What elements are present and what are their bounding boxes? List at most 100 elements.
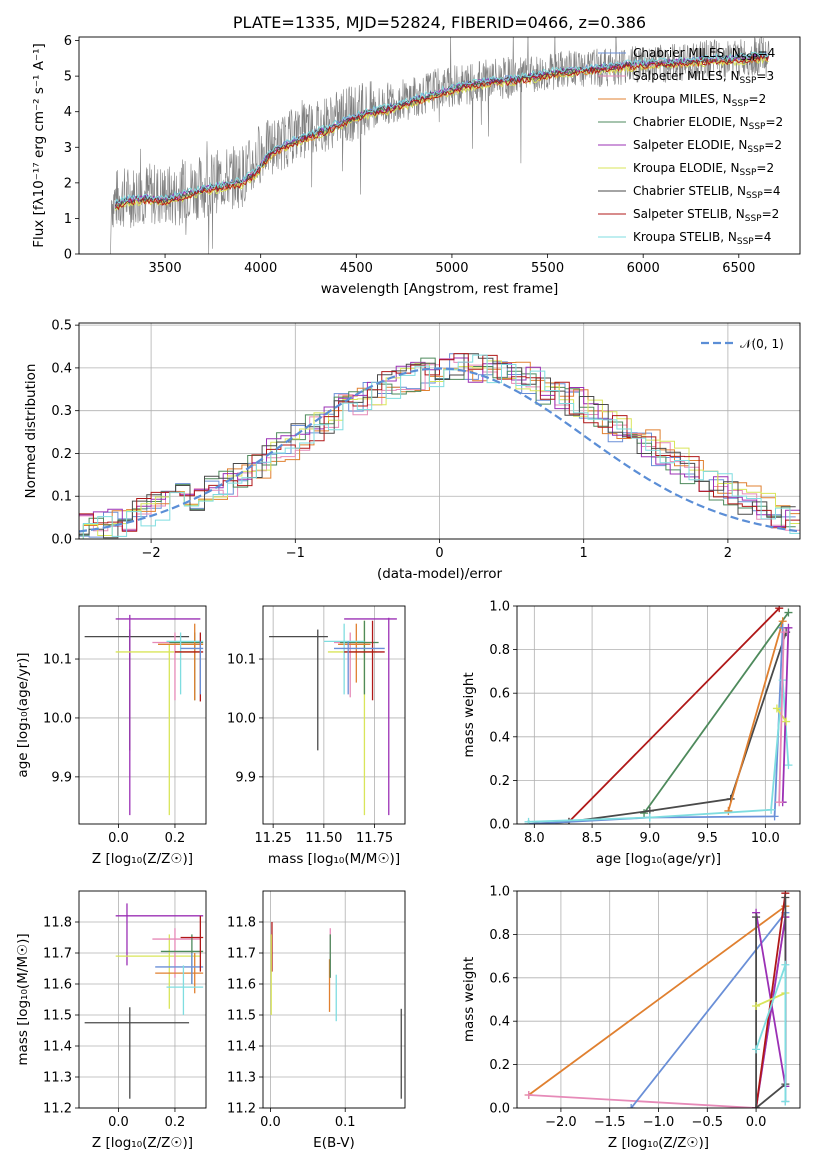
legend-entry: Salpeter ELODIE, NSSP=2 xyxy=(633,138,782,155)
x-axis-label: mass [log₁₀(M/M☉)] xyxy=(268,851,400,867)
x-tick-label: 0 xyxy=(435,546,443,561)
x-tick-label: −2 xyxy=(142,546,161,561)
x-tick-label: 9.0 xyxy=(639,831,660,846)
errorbar-chabrier-miles xyxy=(155,953,204,984)
y-tick-label: 0.0 xyxy=(489,818,510,833)
y-tick-label: 11.7 xyxy=(43,947,72,962)
axes-frame xyxy=(516,605,801,825)
y-tick-label: 0.6 xyxy=(489,687,510,702)
x-tick-label: 0.0 xyxy=(108,1115,129,1130)
weight-marker xyxy=(724,806,733,815)
grid-mass_vs_Z xyxy=(79,891,206,1109)
axes-frame xyxy=(516,890,801,1109)
legend-label: Chabrier ELODIE, N xyxy=(633,115,749,129)
legend-label: Salpeter STELIB, N xyxy=(633,207,745,221)
legend-nssp: =4 xyxy=(754,230,772,244)
legend-nssp: =2 xyxy=(764,138,782,152)
histogram-kroupa-stelib xyxy=(82,354,800,539)
x-tick-label: 0.0 xyxy=(108,831,129,846)
y-tick-label: 9.9 xyxy=(235,770,256,785)
weight-marker xyxy=(781,1097,790,1106)
x-tick-label: 1 xyxy=(580,546,588,561)
y-tick-label: 11.7 xyxy=(227,947,256,962)
ticks-residuals: −2 −1 0 1 2 0.0 0.1 0.2 0.3 0.4 0.5 xyxy=(51,319,732,561)
weight-line-salpeter-stelib xyxy=(568,607,780,823)
x-tick-label: 5500 xyxy=(531,261,564,276)
y-tick-label: 11.4 xyxy=(43,1040,72,1055)
errorbar-kroupa-stelib xyxy=(166,965,204,1015)
x-tick-label: 8.0 xyxy=(524,831,545,846)
y-tick-label: 1.0 xyxy=(489,600,510,615)
errorbar-chabrier-stelib xyxy=(84,629,190,751)
legend-subscript: SSP xyxy=(746,191,763,201)
x-tick-label: −1.0 xyxy=(643,1115,675,1130)
y-tick-label: 1 xyxy=(64,212,72,227)
y-axis-label: Normed distribution xyxy=(23,364,39,499)
errorbar-chabrier-elodie xyxy=(160,934,204,984)
plot-area-residuals xyxy=(79,353,800,539)
x-tick-label: 0.0 xyxy=(260,1115,281,1130)
panel-residuals: −2 −1 0 1 2 0.0 0.1 0.2 0.3 0.4 0.5 (data-model)/er… xyxy=(23,319,801,582)
weight-line-kroupa-stelib xyxy=(528,680,790,823)
legend-subscript: SSP xyxy=(740,168,757,178)
panel-age_vs_Z: 0.0 0.2 9.9 10.0 10.1 Z [log₁₀(Z/Z☉)] age [log… xyxy=(15,605,207,867)
axes-frame xyxy=(262,890,406,1109)
y-tick-label: 0.3 xyxy=(51,404,72,419)
ticks-weight_vs_Z: −2.0 −1.5 −1.0 −0.5 0.0 0.0 0.2 0.4 0.6 0.8 1.0 xyxy=(489,885,766,1131)
legend-nssp: =2 xyxy=(765,115,783,129)
grid-age_vs_mass xyxy=(263,606,405,824)
ticks-age_vs_mass: 11.25 11.50 11.75 9.9 10.0 10.1 xyxy=(227,653,393,846)
x-tick-label: 11.75 xyxy=(356,831,393,846)
x-tick-label: 9.5 xyxy=(697,831,718,846)
legend-label: Kroupa MILES, N xyxy=(633,92,732,106)
legend-subscript: SSP xyxy=(741,53,758,63)
y-tick-label: 2 xyxy=(64,176,72,191)
errorbar-kroupa-miles xyxy=(338,623,371,683)
legend-nssp: =2 xyxy=(762,207,780,221)
errorbar-chabrier-miles xyxy=(180,641,204,695)
legend-subscript: SSP xyxy=(747,145,764,155)
weight-line-salpeter-miles xyxy=(528,916,787,1108)
y-tick-label: 11.8 xyxy=(43,916,72,931)
plot-area-mass_vs_ebv xyxy=(270,922,402,1099)
x-axis-label: Z [log₁₀(Z/Z☉)] xyxy=(608,1135,709,1151)
y-tick-label: 11.4 xyxy=(227,1040,256,1055)
x-tick-label: −0.5 xyxy=(692,1115,724,1130)
plot-area-weight_vs_Z xyxy=(524,891,790,1108)
y-tick-label: 11.2 xyxy=(227,1102,256,1117)
weight-marker xyxy=(772,704,781,713)
legend-label: Chabrier STELIB, N xyxy=(633,184,746,198)
y-tick-label: 0.0 xyxy=(489,1102,510,1117)
y-tick-label: 11.8 xyxy=(227,916,256,931)
x-tick-label: 4000 xyxy=(244,261,277,276)
x-axis-label: E(B-V) xyxy=(313,1135,355,1151)
axes-frame xyxy=(78,890,207,1109)
plot-area-age_vs_mass xyxy=(269,617,397,816)
x-axis-label: age [log₁₀(age/yr)] xyxy=(596,851,721,867)
legend-subscript: SSP xyxy=(732,99,749,109)
y-tick-label: 4 xyxy=(64,105,72,120)
x-axis-label: Z [log₁₀(Z/Z☉)] xyxy=(92,851,193,867)
y-tick-label: 11.5 xyxy=(227,1009,256,1024)
panel-weight_vs_Z: −2.0 −1.5 −1.0 −0.5 0.0 0.0 0.2 0.4 0.6 0.8 1.0 Z [… xyxy=(461,885,801,1151)
legend-entry: Kroupa STELIB, NSSP=4 xyxy=(633,230,771,247)
legend-label: Salpeter MILES, N xyxy=(633,69,740,83)
normal-pdf-line xyxy=(79,367,800,533)
y-tick-label: 0.0 xyxy=(51,533,72,548)
weight-marker xyxy=(775,606,784,613)
panel-spectrum: 3500 4000 4500 5000 5500 6000 6500 0 1 2 3 4 5 6 wavel… xyxy=(31,13,801,297)
y-tick-label: 6 xyxy=(64,34,72,49)
y-tick-label: 0.8 xyxy=(489,643,510,658)
legend-label: Chabrier MILES, N xyxy=(633,46,741,60)
legend-label: Salpeter ELODIE, N xyxy=(633,138,747,152)
axes-frame xyxy=(262,605,406,825)
y-axis-label: mass weight xyxy=(461,957,477,1042)
errorbar-kroupa-elodie xyxy=(115,934,201,1009)
y-tick-label: 11.5 xyxy=(43,1009,72,1024)
y-axis-label: Flux [fλ10⁻¹⁷ erg cm⁻² s⁻¹ A⁻¹] xyxy=(31,43,47,248)
x-tick-label: −1.5 xyxy=(594,1115,626,1130)
weight-marker xyxy=(782,717,791,726)
panel-mass_vs_ebv: 0.0 0.1 11.2 11.3 11.4 11.5 11.6 11.7 11.8 E(B-V) xyxy=(227,890,406,1151)
errorbar-salpeter-elodie xyxy=(344,617,397,816)
x-tick-label: 6500 xyxy=(722,261,755,276)
